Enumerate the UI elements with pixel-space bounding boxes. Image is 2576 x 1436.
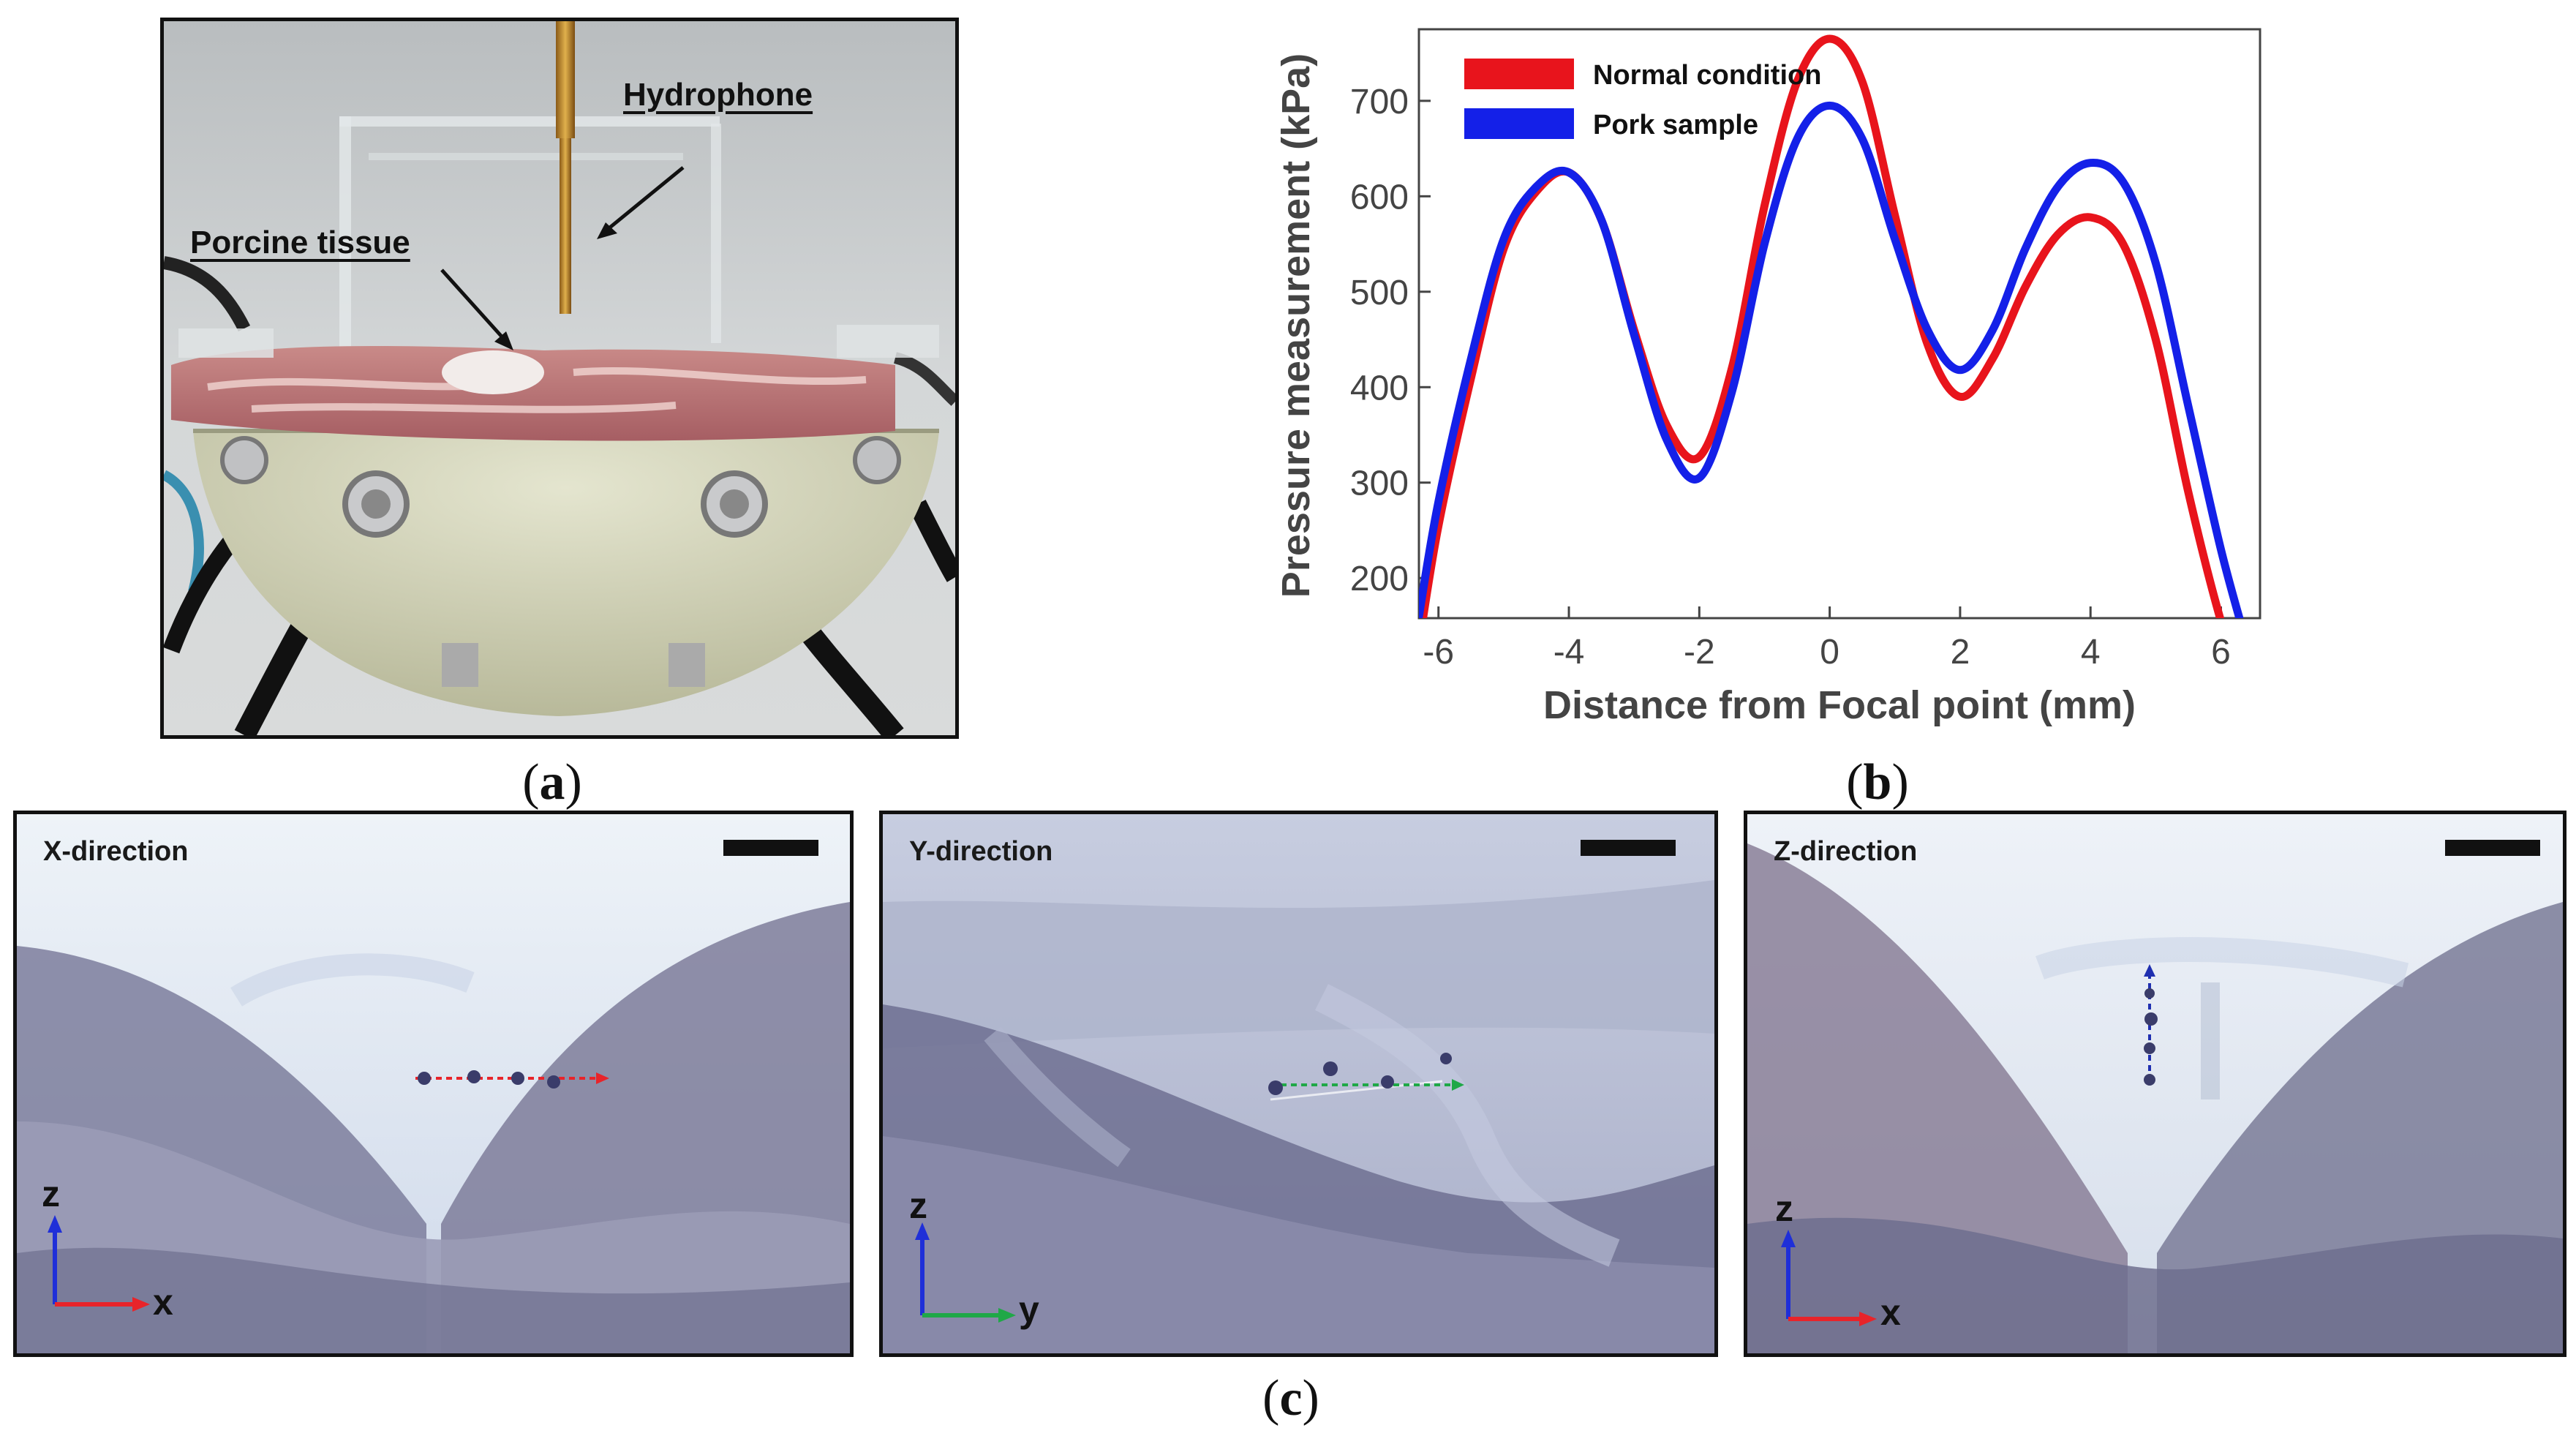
axis-label-horizontal: x (1880, 1292, 1901, 1333)
x-tick-label: -6 (1423, 633, 1454, 672)
x-direction-label: X-direction (43, 836, 189, 867)
y-tick-label: 500 (1350, 274, 1409, 312)
x-tick-label: 4 (2081, 633, 2101, 672)
x-direction-illustration (17, 814, 850, 1353)
y-tick-label: 600 (1350, 178, 1409, 217)
caption-c: (c) (1262, 1370, 1319, 1426)
y-tick-label: 400 (1350, 369, 1409, 407)
y-tick-label: 200 (1350, 560, 1409, 598)
x-tick-label: 2 (1951, 633, 1970, 672)
z-direction-illustration (1747, 814, 2563, 1353)
x-tick-label: -2 (1684, 633, 1715, 672)
y-tick-label: 700 (1350, 83, 1409, 121)
series-line-pork-sample (1419, 101, 2244, 618)
axis-label-horizontal: x (153, 1282, 173, 1323)
y-direction-illustration (883, 814, 1714, 1353)
x-axis-label: Distance from Focal point (mm) (1543, 683, 2136, 727)
caption-b-letter: b (1863, 754, 1892, 811)
z-direction-label: Z-direction (1774, 836, 1918, 867)
panel-c-z-direction: Z-direction z x (1744, 811, 2566, 1357)
panel-c-x-direction: X-direction z x (13, 811, 854, 1357)
axis-label-vertical: z (42, 1173, 60, 1214)
y-direction-label: Y-direction (909, 836, 1053, 867)
y-axis-label: Pressure measurement (kPa) (1274, 53, 1318, 598)
axis-label-vertical: z (909, 1185, 927, 1226)
caption-a-letter: a (539, 754, 565, 811)
hydrophone-label: Hydrophone (623, 77, 813, 113)
x-tick-label: 0 (1820, 633, 1839, 672)
x-tick-label: -4 (1553, 633, 1585, 672)
photo-illustration (164, 21, 955, 735)
panel-c-y-direction: Y-direction z y (879, 811, 1718, 1357)
legend: Normal condition Pork sample (1464, 59, 1821, 140)
legend-swatch-normal (1464, 59, 1574, 89)
legend-label-normal: Normal condition (1593, 60, 1821, 91)
caption-b: (b) (1846, 754, 1909, 811)
legend-swatch-pork (1464, 108, 1574, 139)
panel-a-photo: Hydrophone Porcine tissue (160, 18, 959, 739)
axis-label-horizontal: y (1019, 1289, 1039, 1330)
axis-label-vertical: z (1775, 1188, 1793, 1229)
scale-bar (723, 840, 818, 856)
caption-c-letter: c (1279, 1370, 1303, 1426)
x-tick-label: 6 (2211, 633, 2231, 672)
y-tick-label: 300 (1350, 465, 1409, 503)
scale-bar (2445, 840, 2540, 856)
legend-label-pork: Pork sample (1593, 110, 1758, 140)
caption-a: (a) (522, 754, 582, 811)
porcine-tissue-label: Porcine tissue (190, 225, 410, 260)
scale-bar (1581, 840, 1676, 856)
pressure-chart: 200 300 400 500 600 700 -6 -4 -2 0 2 4 6 Pressure m… (1274, 28, 2261, 727)
